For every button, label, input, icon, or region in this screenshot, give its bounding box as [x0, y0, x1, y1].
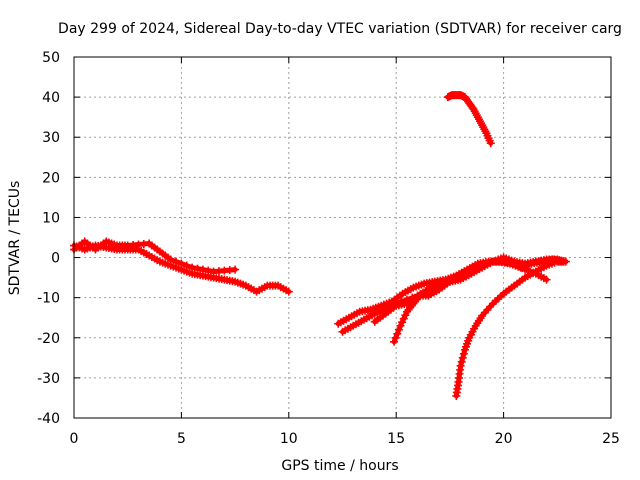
x-tick-label: 5	[177, 431, 186, 447]
grid-lines	[74, 57, 611, 418]
data-point-marker	[193, 264, 202, 273]
data-point-marker	[457, 357, 466, 366]
y-tick-label: -20	[37, 331, 60, 347]
y-tick-label: 20	[42, 170, 60, 186]
data-point-marker	[231, 265, 240, 274]
y-tick-label: 0	[51, 251, 60, 267]
series-arc-1	[70, 241, 293, 296]
data-point-marker	[456, 361, 465, 370]
data-point-marker	[391, 333, 400, 342]
y-tick-label: -40	[37, 411, 60, 427]
data-point-marker	[542, 275, 551, 284]
y-tick-label: -30	[37, 371, 60, 387]
axis-ticks: 0 5 10 15 20 25 -40 -30 -20 -10 0 10 20 30 40 50	[37, 50, 620, 447]
x-tick-label: 10	[280, 431, 298, 447]
series-arc-4	[390, 253, 570, 346]
data-point-marker	[177, 259, 186, 268]
y-tick-label: 10	[42, 210, 60, 226]
series-arc-5	[452, 257, 568, 400]
data-point-marker	[458, 353, 467, 362]
data-point-marker	[559, 257, 568, 266]
data-point-marker	[172, 257, 181, 266]
data-point-marker	[393, 329, 402, 338]
data-point-marker	[401, 311, 410, 320]
data-point-marker	[396, 321, 405, 330]
series-arc-6	[443, 91, 495, 148]
x-tick-label: 0	[70, 431, 79, 447]
data-point-marker	[198, 265, 207, 274]
x-tick-label: 15	[387, 431, 405, 447]
y-tick-label: 30	[42, 130, 60, 146]
data-point-marker	[182, 261, 191, 270]
plot-frame	[73, 56, 612, 419]
data-point-marker	[394, 325, 403, 334]
x-axis-label: GPS time / hours	[281, 458, 398, 474]
data-point-marker	[204, 266, 213, 275]
data-point-marker	[459, 349, 468, 358]
x-tick-label: 25	[602, 431, 620, 447]
y-tick-label: 40	[42, 90, 60, 106]
series-arc-3	[370, 257, 551, 326]
data-point-marker	[486, 139, 495, 148]
data-point-marker	[284, 287, 293, 296]
chart-title: Day 299 of 2024, Sidereal Day-to-day VTE…	[58, 21, 622, 37]
y-tick-label: 50	[42, 50, 60, 66]
y-tick-label: -10	[37, 291, 60, 307]
x-tick-label: 20	[495, 431, 513, 447]
data-series	[70, 91, 570, 400]
data-point-marker	[390, 337, 399, 346]
data-point-marker	[399, 314, 408, 323]
y-axis-label: SDTVAR / TECUs	[7, 181, 23, 296]
data-point-marker	[166, 255, 175, 264]
data-point-marker	[188, 263, 197, 272]
data-point-marker	[398, 318, 407, 327]
